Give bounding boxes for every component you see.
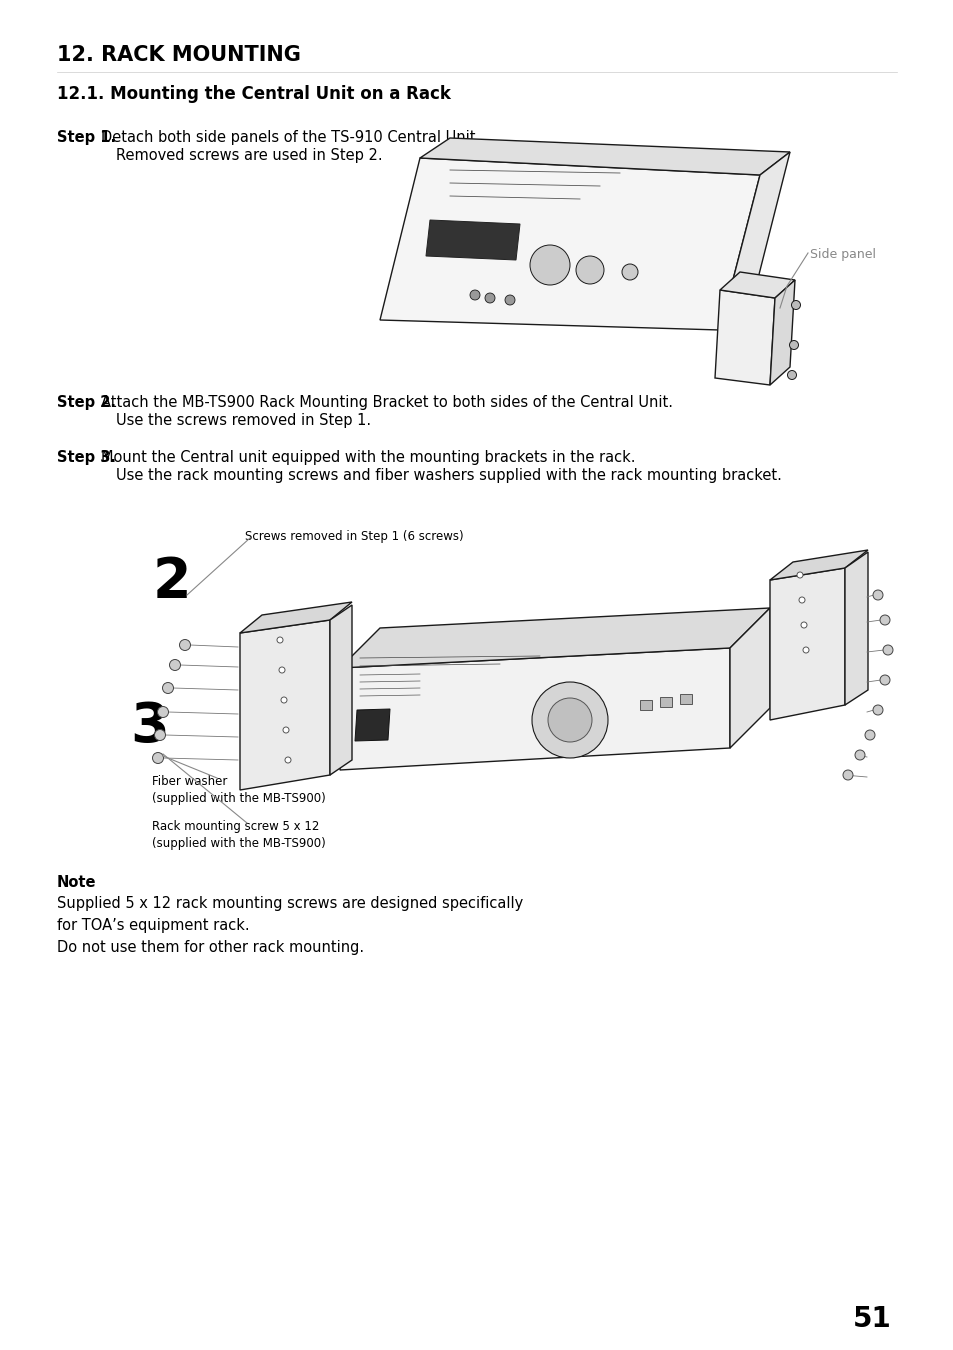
Polygon shape — [679, 694, 691, 703]
Text: Use the screws removed in Step 1.: Use the screws removed in Step 1. — [116, 413, 371, 428]
Circle shape — [532, 682, 607, 757]
Circle shape — [470, 290, 479, 300]
Polygon shape — [769, 279, 794, 385]
Circle shape — [179, 640, 191, 651]
Circle shape — [799, 597, 804, 603]
Text: Note: Note — [57, 875, 96, 890]
Circle shape — [864, 730, 874, 740]
Text: 12. RACK MOUNTING: 12. RACK MOUNTING — [57, 45, 300, 65]
Circle shape — [791, 301, 800, 309]
Polygon shape — [426, 220, 519, 261]
Polygon shape — [720, 271, 794, 298]
Text: 12.1. Mounting the Central Unit on a Rack: 12.1. Mounting the Central Unit on a Rac… — [57, 85, 451, 103]
Text: Rack mounting screw 5 x 12
(supplied with the MB-TS900): Rack mounting screw 5 x 12 (supplied wit… — [152, 819, 325, 850]
Circle shape — [283, 728, 289, 733]
Text: Attach the MB-TS900 Rack Mounting Bracket to both sides of the Central Unit.: Attach the MB-TS900 Rack Mounting Bracke… — [101, 396, 672, 410]
Text: Step 1.: Step 1. — [57, 130, 116, 144]
Polygon shape — [419, 138, 789, 176]
Circle shape — [285, 757, 291, 763]
Circle shape — [152, 752, 163, 764]
Circle shape — [484, 293, 495, 302]
Text: Removed screws are used in Step 2.: Removed screws are used in Step 2. — [116, 148, 382, 163]
Circle shape — [872, 590, 882, 599]
Circle shape — [879, 675, 889, 684]
Circle shape — [170, 660, 180, 671]
Polygon shape — [844, 552, 867, 705]
Circle shape — [796, 572, 802, 578]
Polygon shape — [339, 608, 769, 668]
Polygon shape — [729, 608, 769, 748]
Polygon shape — [769, 568, 844, 720]
Text: Screws removed in Step 1 (6 screws): Screws removed in Step 1 (6 screws) — [245, 531, 463, 543]
Polygon shape — [240, 602, 352, 633]
Circle shape — [842, 769, 852, 780]
Circle shape — [872, 705, 882, 716]
Circle shape — [281, 697, 287, 703]
Polygon shape — [769, 549, 867, 580]
Text: Do not use them for other rack mounting.: Do not use them for other rack mounting. — [57, 940, 364, 954]
Polygon shape — [240, 620, 330, 790]
Circle shape — [504, 296, 515, 305]
Circle shape — [882, 645, 892, 655]
Text: Mount the Central unit equipped with the mounting brackets in the rack.: Mount the Central unit equipped with the… — [101, 450, 635, 464]
Circle shape — [802, 647, 808, 653]
Polygon shape — [330, 605, 352, 775]
Circle shape — [801, 622, 806, 628]
Polygon shape — [379, 158, 760, 329]
Text: Step 3.: Step 3. — [57, 450, 116, 464]
Circle shape — [547, 698, 592, 743]
Circle shape — [879, 616, 889, 625]
Text: Detach both side panels of the TS-910 Central Unit.: Detach both side panels of the TS-910 Ce… — [101, 130, 479, 144]
Text: for TOA’s equipment rack.: for TOA’s equipment rack. — [57, 918, 250, 933]
Text: Step 2.: Step 2. — [57, 396, 116, 410]
Text: Use the rack mounting screws and fiber washers supplied with the rack mounting b: Use the rack mounting screws and fiber w… — [116, 468, 781, 483]
Text: Side panel: Side panel — [809, 248, 875, 261]
Polygon shape — [714, 290, 774, 385]
Text: 3: 3 — [130, 701, 169, 755]
Circle shape — [621, 265, 638, 279]
Text: Supplied 5 x 12 rack mounting screws are designed specifically: Supplied 5 x 12 rack mounting screws are… — [57, 896, 522, 911]
Circle shape — [278, 667, 285, 674]
Circle shape — [789, 340, 798, 350]
Text: 51: 51 — [852, 1305, 891, 1332]
Circle shape — [276, 637, 283, 643]
Text: 2: 2 — [152, 555, 192, 609]
Circle shape — [576, 256, 603, 284]
Polygon shape — [639, 701, 651, 710]
Polygon shape — [659, 697, 671, 707]
Polygon shape — [339, 648, 729, 770]
Polygon shape — [355, 709, 390, 741]
Polygon shape — [720, 153, 789, 329]
Circle shape — [154, 729, 165, 741]
Circle shape — [162, 683, 173, 694]
Circle shape — [854, 751, 864, 760]
Circle shape — [530, 244, 569, 285]
Text: Fiber washer
(supplied with the MB-TS900): Fiber washer (supplied with the MB-TS900… — [152, 775, 325, 805]
Circle shape — [786, 370, 796, 379]
Circle shape — [157, 706, 169, 717]
